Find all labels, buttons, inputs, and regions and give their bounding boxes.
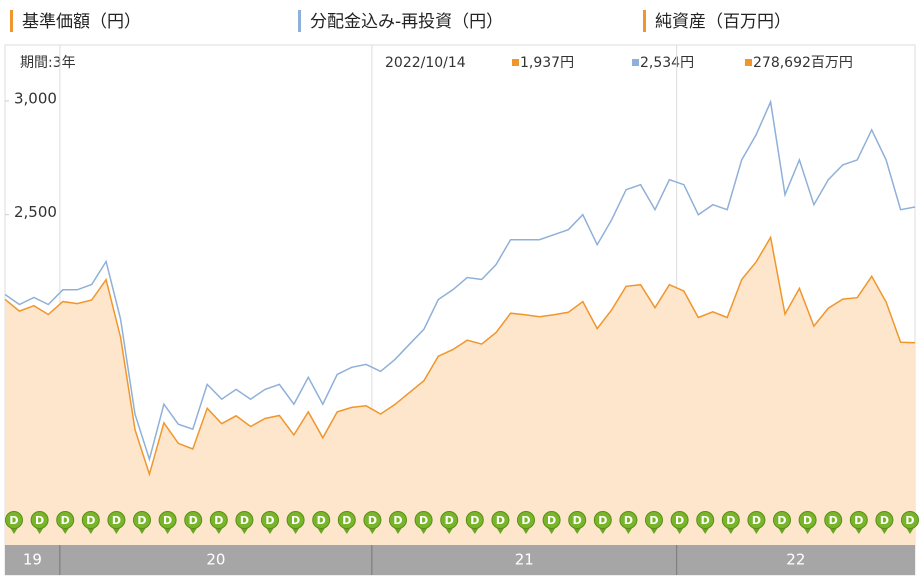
dividend-marker: [414, 511, 433, 529]
dividend-marker: [747, 511, 766, 529]
dividend-marker: [107, 511, 126, 529]
dividend-marker: [491, 511, 510, 529]
dividend-label: D: [547, 514, 556, 527]
dividend-label: D: [573, 514, 582, 527]
dividend-label: D: [470, 514, 479, 527]
date: 2022/10/14: [385, 55, 466, 71]
dividend-label: D: [675, 514, 684, 527]
dividend-marker: [542, 511, 561, 529]
latest-value: 1,937円: [520, 55, 574, 71]
dividend-label: D: [163, 514, 172, 527]
legend-label: 基準価額（円）: [22, 12, 141, 32]
dividend-label: D: [905, 514, 914, 527]
legend-swatch: [643, 10, 646, 32]
dividend-marker: [81, 511, 100, 529]
dividend-label: D: [189, 514, 198, 527]
dividend-label: D: [317, 514, 326, 527]
dividend-marker: [593, 511, 612, 529]
dividend-label: D: [521, 514, 530, 527]
legend-swatch: [298, 10, 301, 32]
dividend-marker: [184, 511, 203, 529]
latest-swatch: [745, 59, 752, 66]
dividend-marker: [30, 511, 49, 529]
dividend-label: D: [214, 514, 223, 527]
dividend-marker: [875, 511, 894, 529]
latest-swatch: [512, 59, 519, 66]
dividend-marker: [389, 511, 407, 529]
dividend-marker: [209, 511, 228, 529]
dividend-label: D: [496, 514, 505, 527]
dividend-label: D: [419, 514, 428, 527]
dividend-marker: [440, 511, 459, 529]
dividend-marker: [721, 511, 740, 529]
latest-value: 2,534円: [640, 55, 694, 71]
dividend-marker: [465, 511, 484, 529]
dividend-label: D: [112, 514, 121, 527]
legend-swatch: [10, 10, 13, 32]
dividend-label: D: [137, 514, 146, 527]
legend-label: 純資産（百万円）: [655, 12, 791, 32]
latest-swatch: [632, 59, 639, 66]
dividend-label: D: [265, 514, 274, 527]
legend-label: 分配金込み-再投資（円）: [310, 12, 503, 32]
dividend-marker: [798, 511, 817, 529]
dividend-marker: [337, 511, 356, 529]
dividend-marker: [645, 511, 663, 529]
dividend-marker: [286, 511, 305, 529]
period: 期間:3年: [20, 55, 76, 71]
y-tick-label: 2,500: [14, 203, 57, 221]
dividend-label: D: [624, 514, 633, 527]
dividend-marker: [824, 511, 843, 529]
dividend-label: D: [9, 514, 18, 527]
dividend-marker: [568, 511, 587, 529]
x-axis-band: [5, 545, 915, 575]
dividend-label: D: [752, 514, 761, 527]
dividend-label: D: [777, 514, 786, 527]
dividend-marker: [849, 511, 868, 529]
dividend-label: D: [880, 514, 889, 527]
y-tick-label: 3,000: [14, 89, 57, 107]
area: [5, 237, 915, 545]
dividend-marker: [619, 511, 638, 529]
dividend-label: D: [240, 514, 249, 527]
series-line: [4, 99, 916, 462]
dividend-label: D: [61, 514, 70, 527]
dividend-label: D: [598, 514, 607, 527]
dividend-label: D: [701, 514, 710, 527]
dividend-marker: [901, 511, 919, 529]
dividend-marker: [5, 511, 23, 529]
dividend-label: D: [342, 514, 351, 527]
x-tick-label: 21: [515, 551, 534, 569]
dividend-label: D: [445, 514, 454, 527]
dividend-marker: [363, 511, 382, 529]
dividend-marker: [696, 511, 715, 529]
x-tick-label: 22: [786, 551, 805, 569]
x-tick-label: 19: [23, 551, 42, 569]
dividend-marker: [235, 511, 254, 529]
dividend-label: D: [368, 514, 377, 527]
dividend-marker: [261, 511, 279, 529]
dividend-label: D: [854, 514, 863, 527]
dividend-marker: [133, 511, 151, 529]
dividend-label: D: [726, 514, 735, 527]
dividend-label: D: [86, 514, 95, 527]
latest-value: 278,692百万円: [753, 55, 853, 71]
dividend-marker: [517, 511, 535, 529]
dividend-marker: [670, 511, 689, 529]
dividend-label: D: [829, 514, 838, 527]
dividend-label: D: [35, 514, 44, 527]
dividend-label: D: [291, 514, 300, 527]
dividend-marker: [56, 511, 75, 529]
x-tick-label: 20: [206, 551, 225, 569]
dividend-label: D: [649, 514, 658, 527]
series-line: [4, 235, 916, 477]
dividend-marker: [158, 511, 177, 529]
dividend-marker: [312, 511, 331, 529]
dividend-label: D: [393, 514, 402, 527]
dividend-label: D: [803, 514, 812, 527]
dividend-marker: [773, 511, 791, 529]
